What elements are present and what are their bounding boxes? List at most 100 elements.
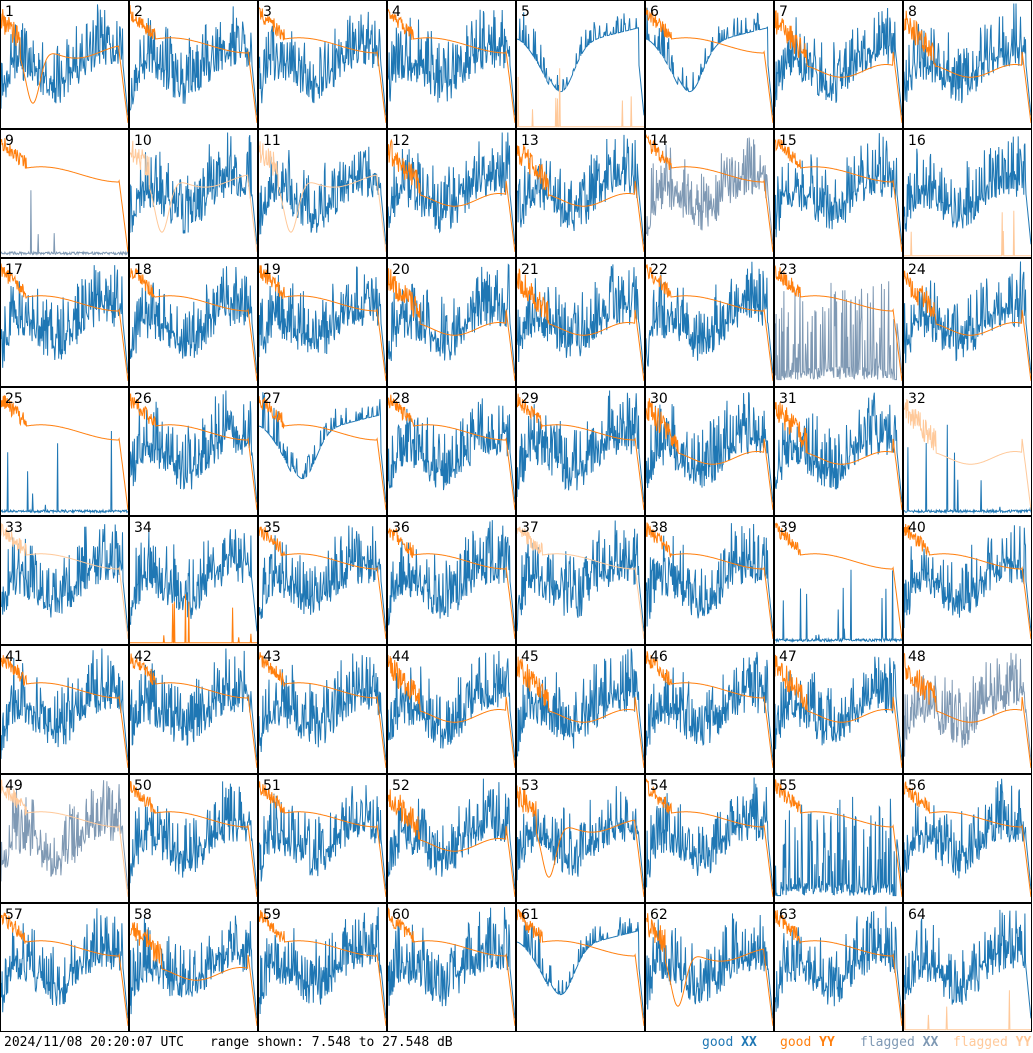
panel-58-frame — [129, 903, 258, 1032]
panel-52-yy-line — [387, 789, 516, 897]
panel-62: 62 — [645, 903, 774, 1032]
panel-11-frame — [258, 129, 387, 258]
panel-61: 61 — [516, 903, 645, 1032]
panel-36-yy-line — [387, 527, 516, 639]
panel-55: 55 — [774, 774, 903, 903]
panel-27-xx-line — [258, 392, 387, 503]
panel-23-frame — [774, 258, 903, 387]
panel-58-yy-line — [129, 922, 258, 1026]
panel-19-label: 19 — [263, 262, 281, 278]
panel-57: 57 — [0, 903, 129, 1032]
panel-45-frame — [516, 645, 645, 774]
panel-20-xx-line — [387, 263, 516, 374]
panel-2-xx-line — [129, 6, 258, 116]
panel-44-label: 44 — [392, 649, 410, 665]
panel-56: 56 — [903, 774, 1032, 903]
panel-42-frame — [129, 645, 258, 774]
panel-60: 60 — [387, 903, 516, 1032]
panel-39-frame — [774, 516, 903, 645]
panel-62-xx-line — [645, 913, 774, 1019]
panel-55-xx-line — [774, 796, 903, 897]
panel-11-label: 11 — [263, 133, 281, 149]
panel-5-label: 5 — [521, 4, 530, 20]
panel-38-label: 38 — [650, 520, 668, 536]
panel-34-label: 34 — [134, 520, 152, 536]
panel-21-frame — [516, 258, 645, 387]
panel-56-frame — [903, 774, 1032, 903]
panel-44-xx-line — [387, 650, 516, 761]
panel-14-frame — [645, 129, 774, 258]
panel-16: 16 — [903, 129, 1032, 258]
range-text: range shown: 7.548 to 27.548 dB — [210, 1035, 453, 1050]
panel-57-frame — [0, 903, 129, 1032]
panel-17-label: 17 — [5, 262, 23, 278]
panel-12-label: 12 — [392, 133, 410, 149]
panel-5-frame — [516, 0, 645, 129]
panel-25-yy-line — [0, 395, 129, 510]
panel-62-frame — [645, 903, 774, 1032]
panel-53: 53 — [516, 774, 645, 903]
panel-2: 2 — [129, 0, 258, 129]
panel-27-yy-line — [258, 396, 387, 510]
panel-40-label: 40 — [908, 520, 926, 536]
panel-46-label: 46 — [650, 649, 668, 665]
panel-32-label: 32 — [908, 391, 926, 407]
panel-50-xx-line — [129, 781, 258, 890]
panel-8-xx-line — [903, 3, 1032, 116]
panel-23-yy-line — [774, 265, 903, 381]
panel-14: 14 — [645, 129, 774, 258]
panel-41-label: 41 — [5, 649, 23, 665]
panel-22-xx-line — [645, 261, 774, 374]
panel-15-label: 15 — [779, 133, 797, 149]
panel-54: 54 — [645, 774, 774, 903]
panel-56-yy-line — [903, 781, 1032, 897]
panel-32-frame — [903, 387, 1032, 516]
panel-43-label: 43 — [263, 649, 281, 665]
panel-60-xx-line — [387, 907, 516, 1019]
panel-22-yy-line — [645, 264, 774, 381]
panel-14-xx-line — [645, 137, 774, 245]
panel-32-xx-line — [904, 424, 1032, 515]
panel-13: 13 — [516, 129, 645, 258]
panel-60-yy-line — [387, 907, 516, 1026]
panel-11: 11 — [258, 129, 387, 258]
panel-15-yy-line — [774, 139, 903, 252]
panel-28: 28 — [387, 387, 516, 516]
panel-44-yy-line — [387, 654, 516, 768]
panel-52-xx-line — [387, 778, 516, 890]
panel-29-frame — [516, 387, 645, 516]
panel-14-label: 14 — [650, 133, 668, 149]
panel-59-label: 59 — [263, 907, 281, 923]
legend-flagged-yy-word: flagged — [953, 1035, 1008, 1050]
panel-27-label: 27 — [263, 391, 281, 407]
panel-58: 58 — [129, 903, 258, 1032]
panel-11-xx-line — [258, 146, 387, 245]
panel-6-xx-line — [645, 7, 774, 116]
panel-27-frame — [258, 387, 387, 516]
panel-63-label: 63 — [779, 907, 797, 923]
panel-26-xx-line — [129, 390, 258, 503]
panel-45-xx-line — [516, 648, 645, 761]
panel-2-frame — [129, 0, 258, 129]
panel-3-yy-line — [258, 7, 387, 123]
panel-26-frame — [129, 387, 258, 516]
panel-53-yy-line — [516, 785, 645, 897]
legend-flagged-xx-word: flagged — [860, 1035, 915, 1050]
legend-flagged-xx-pol: XX — [922, 1035, 939, 1050]
panel-21-label: 21 — [521, 262, 539, 278]
panel-63-frame — [774, 903, 903, 1032]
panel-33: 33 — [0, 516, 129, 645]
panel-2-label: 2 — [134, 4, 143, 20]
panel-28-xx-line — [387, 398, 516, 503]
panel-54-yy-line — [645, 778, 774, 897]
panel-57-label: 57 — [5, 907, 23, 923]
panel-51-label: 51 — [263, 778, 281, 794]
panel-31-yy-line — [774, 402, 903, 510]
panel-9-label: 9 — [5, 133, 14, 149]
panel-10-xx-line — [129, 132, 258, 245]
panel-57-yy-line — [0, 912, 129, 1026]
panel-3: 3 — [258, 0, 387, 129]
panel-23-xx-line — [774, 281, 903, 381]
panel-51-xx-line — [258, 785, 387, 890]
panel-3-frame — [258, 0, 387, 129]
